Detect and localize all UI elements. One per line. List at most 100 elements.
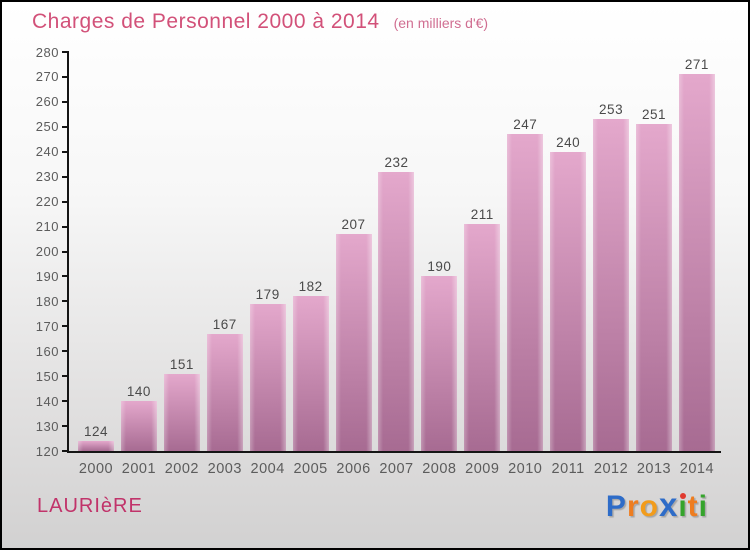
bar-slot: 151 2002 [161, 52, 203, 477]
bar-series: 124 2000 140 2001 151 2002 167 2003 179 2004 182 20… [69, 52, 721, 477]
bar [550, 151, 587, 451]
y-tick-label: 250 [35, 119, 59, 135]
y-tick-mark [62, 350, 69, 353]
logo-letter-i: i [698, 490, 708, 523]
y-tick-mark [62, 325, 69, 328]
y-tick: 200 [25, 244, 69, 259]
bar [464, 224, 501, 451]
bar-value-label: 271 [684, 57, 709, 73]
bar-slot: 240 2011 [547, 52, 589, 477]
bar-slot: 253 2012 [590, 52, 632, 477]
x-tick-label: 2002 [164, 461, 199, 477]
logo-letter-t: t [687, 490, 699, 523]
y-tick-label: 220 [35, 194, 59, 210]
bar [593, 119, 630, 451]
chart-title: Charges de Personnel 2000 à 2014 [32, 10, 380, 33]
bar [292, 296, 329, 451]
bar [678, 74, 715, 451]
y-tick: 240 [25, 144, 69, 159]
bar-slot: 247 2010 [504, 52, 546, 477]
bar-value-label: 253 [599, 102, 624, 118]
bar-slot: 190 2008 [418, 52, 460, 477]
y-tick-mark [62, 300, 69, 303]
y-tick: 220 [25, 194, 69, 210]
bar-slot: 182 2005 [290, 52, 332, 477]
y-tick-mark [62, 225, 69, 228]
y-tick-label: 230 [35, 169, 59, 185]
y-tick: 210 [25, 219, 69, 235]
bar-value-label: 247 [513, 117, 538, 133]
bar-value-label: 124 [83, 424, 109, 439]
x-tick-label: 2008 [422, 461, 457, 477]
y-tick-label: 120 [35, 443, 59, 459]
y-tick-mark [62, 450, 69, 452]
bar [378, 171, 415, 451]
logo-letter-i: ı [678, 490, 688, 523]
y-tick: 280 [25, 44, 69, 60]
bar [78, 441, 114, 451]
x-tick-label: 2010 [508, 461, 543, 477]
bar [507, 134, 544, 451]
bar-slot: 179 2004 [247, 52, 289, 477]
bar [249, 303, 286, 451]
logo-letter-r: r [626, 490, 640, 523]
y-tick: 190 [25, 268, 69, 284]
bar-slot: 167 2003 [204, 52, 246, 477]
y-tick-mark [62, 175, 69, 178]
bar-value-label: 190 [427, 259, 452, 275]
y-tick-label: 210 [35, 219, 59, 235]
x-tick-label: 2005 [293, 461, 328, 477]
y-tick-mark [62, 400, 69, 403]
y-tick-label: 170 [35, 318, 59, 334]
logo-i-dot [679, 493, 686, 499]
x-tick-label: 2004 [250, 461, 285, 477]
x-tick-label: 2009 [465, 461, 500, 477]
bar [120, 401, 157, 451]
bar-value-label: 167 [212, 316, 237, 332]
y-tick-label: 150 [35, 368, 59, 384]
x-tick-label: 2013 [636, 461, 672, 477]
y-tick-label: 190 [35, 268, 59, 284]
bar [163, 373, 200, 451]
bar-slot: 140 2001 [118, 52, 160, 477]
y-tick-mark [62, 275, 69, 278]
proxiti-logo: Proxı ti [606, 486, 708, 524]
x-tick-label: 2012 [593, 461, 629, 477]
y-tick: 250 [25, 119, 69, 135]
bar [421, 276, 458, 451]
bar [635, 124, 672, 451]
bar-slot: 211 2009 [461, 52, 503, 477]
bar-value-label: 251 [641, 107, 666, 123]
y-tick-mark [62, 425, 69, 428]
y-tick-label: 280 [35, 44, 59, 60]
logo-letter-p: P [605, 490, 627, 523]
chart-subtitle: (en milliers d'€) [393, 15, 489, 31]
y-tick-label: 260 [35, 94, 59, 110]
y-tick: 150 [25, 368, 69, 384]
y-tick-label: 270 [35, 69, 59, 85]
y-tick-mark [62, 250, 69, 253]
bar-value-label: 151 [169, 356, 194, 372]
place-name: LAURIèRE [37, 495, 143, 517]
y-tick-label: 130 [35, 418, 59, 434]
y-tick-mark [62, 75, 69, 78]
y-tick: 130 [25, 418, 69, 434]
bar-value-label: 179 [255, 286, 280, 302]
x-tick-label: 2001 [121, 461, 157, 477]
logo-letter-x: x [658, 486, 679, 523]
y-tick: 270 [25, 69, 69, 85]
x-tick-label: 2000 [78, 461, 114, 477]
bar-slot: 232 2007 [375, 52, 417, 477]
y-tick-mark [62, 375, 69, 378]
bar-slot: 271 2014 [676, 52, 718, 477]
y-tick-mark [62, 125, 69, 128]
bar-value-label: 240 [556, 134, 581, 150]
y-tick-label: 140 [35, 393, 59, 409]
y-tick-label: 160 [35, 343, 59, 359]
plot-area: 120 130 140 150 160 170 180 190 200 210 220 230 240 2… [36, 45, 721, 477]
y-tick-mark [62, 200, 69, 203]
bar-slot: 124 2000 [75, 52, 117, 477]
bar [335, 234, 372, 451]
y-tick: 120 [25, 443, 69, 459]
